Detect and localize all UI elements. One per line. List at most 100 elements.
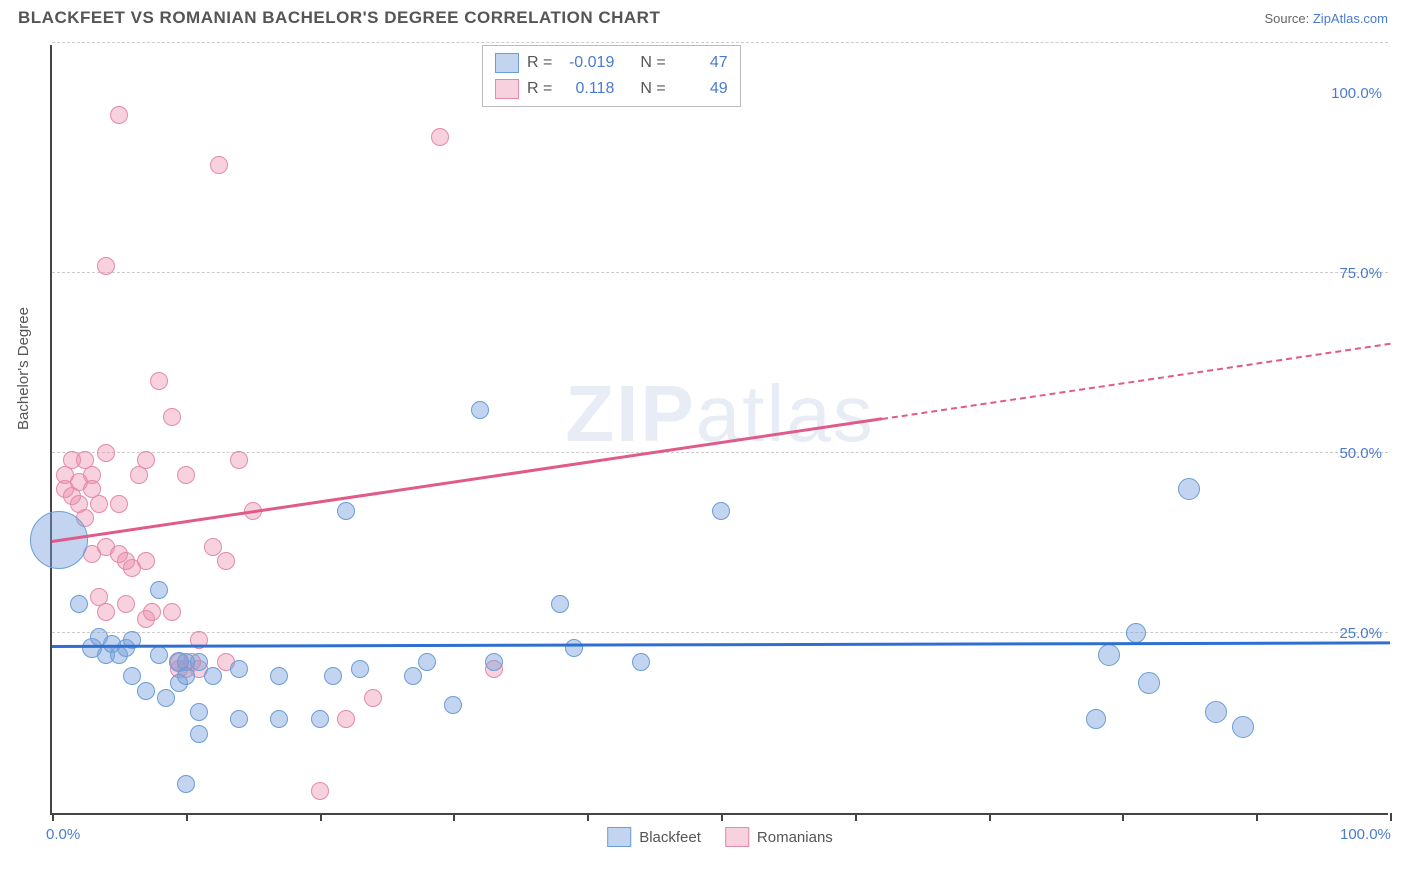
x-tick [1256, 813, 1258, 821]
data-point-blackfeet [230, 710, 248, 728]
x-tick-label: 100.0% [1340, 826, 1391, 843]
data-point-blackfeet [485, 653, 503, 671]
data-point-blackfeet [418, 653, 436, 671]
x-tick [721, 813, 723, 821]
data-point-blackfeet [70, 595, 88, 613]
legend-item: Blackfeet [607, 827, 701, 847]
trendline-romanians-extrapolated [881, 343, 1390, 420]
stat-r-label: R = [527, 76, 552, 102]
y-tick-label: 75.0% [1339, 265, 1382, 282]
data-point-blackfeet [270, 667, 288, 685]
stat-row: R = 0.118 N = 49 [495, 76, 728, 102]
data-point-blackfeet [190, 653, 208, 671]
data-point-romanians [117, 595, 135, 613]
legend-swatch [495, 53, 519, 73]
data-point-blackfeet [270, 710, 288, 728]
data-point-romanians [143, 603, 161, 621]
data-point-romanians [97, 257, 115, 275]
data-point-blackfeet [1178, 478, 1200, 500]
data-point-blackfeet [565, 639, 583, 657]
x-tick [1390, 813, 1392, 821]
stat-r-label: R = [527, 50, 552, 76]
data-point-blackfeet [204, 667, 222, 685]
gridline [52, 42, 1388, 43]
data-point-blackfeet [150, 581, 168, 599]
stat-row: R = -0.019 N = 47 [495, 50, 728, 76]
data-point-blackfeet [230, 660, 248, 678]
data-point-blackfeet [471, 401, 489, 419]
x-tick [1122, 813, 1124, 821]
x-tick-label: 0.0% [46, 826, 80, 843]
x-tick [587, 813, 589, 821]
data-point-blackfeet [632, 653, 650, 671]
y-axis-title: Bachelor's Degree [15, 307, 32, 430]
data-point-blackfeet [123, 667, 141, 685]
data-point-blackfeet [324, 667, 342, 685]
data-point-romanians [97, 603, 115, 621]
data-point-romanians [110, 495, 128, 513]
data-point-blackfeet [190, 725, 208, 743]
trendline-blackfeet [52, 641, 1390, 648]
legend-swatch [725, 827, 749, 847]
data-point-romanians [230, 451, 248, 469]
data-point-blackfeet [1126, 623, 1146, 643]
stat-n-value: 47 [674, 50, 728, 76]
x-tick [855, 813, 857, 821]
data-point-romanians [90, 495, 108, 513]
stat-n-label: N = [640, 76, 665, 102]
data-point-romanians [204, 538, 222, 556]
gridline [52, 452, 1388, 453]
watermark-atlas: atlas [696, 369, 875, 458]
data-point-romanians [311, 782, 329, 800]
data-point-blackfeet [1205, 701, 1227, 723]
trendline-romanians [52, 417, 882, 543]
data-point-blackfeet [311, 710, 329, 728]
data-point-romanians [431, 128, 449, 146]
data-point-blackfeet [1138, 672, 1160, 694]
data-point-blackfeet [551, 595, 569, 613]
source-attribution: Source: ZipAtlas.com [1264, 11, 1388, 26]
source-prefix: Source: [1264, 11, 1312, 26]
legend-item: Romanians [725, 827, 833, 847]
y-tick-label: 25.0% [1339, 625, 1382, 642]
watermark-zip: ZIP [565, 369, 695, 458]
chart-title: BLACKFEET VS ROMANIAN BACHELOR'S DEGREE … [18, 8, 660, 28]
gridline [52, 272, 1388, 273]
data-point-blackfeet [177, 775, 195, 793]
stat-n-value: 49 [674, 76, 728, 102]
data-point-romanians [163, 408, 181, 426]
data-point-blackfeet [351, 660, 369, 678]
legend-label: Blackfeet [639, 829, 701, 846]
data-point-romanians [364, 689, 382, 707]
series-legend: Blackfeet Romanians [607, 827, 833, 847]
data-point-blackfeet [404, 667, 422, 685]
legend-label: Romanians [757, 829, 833, 846]
data-point-romanians [210, 156, 228, 174]
data-point-blackfeet [712, 502, 730, 520]
x-tick [453, 813, 455, 821]
data-point-romanians [163, 603, 181, 621]
watermark: ZIPatlas [565, 368, 874, 460]
data-point-blackfeet [137, 682, 155, 700]
legend-swatch [495, 79, 519, 99]
data-point-blackfeet [1232, 716, 1254, 738]
source-link[interactable]: ZipAtlas.com [1313, 11, 1388, 26]
x-tick [186, 813, 188, 821]
data-point-blackfeet [1086, 709, 1106, 729]
data-point-blackfeet [150, 646, 168, 664]
correlation-stats-box: R = -0.019 N = 47 R = 0.118 N = 49 [482, 45, 741, 107]
data-point-romanians [217, 552, 235, 570]
data-point-romanians [150, 372, 168, 390]
correlation-chart: ZIPatlas R =-0.019N =47R =0.118N =49 Bla… [50, 45, 1388, 815]
stat-r-value: -0.019 [560, 50, 614, 76]
data-point-blackfeet [157, 689, 175, 707]
data-point-romanians [177, 466, 195, 484]
data-point-blackfeet [337, 502, 355, 520]
x-tick [52, 813, 54, 821]
y-tick-label: 100.0% [1331, 85, 1382, 102]
stat-n-label: N = [640, 50, 665, 76]
stat-r-value: 0.118 [560, 76, 614, 102]
data-point-romanians [97, 444, 115, 462]
data-point-blackfeet [177, 667, 195, 685]
data-point-romanians [337, 710, 355, 728]
